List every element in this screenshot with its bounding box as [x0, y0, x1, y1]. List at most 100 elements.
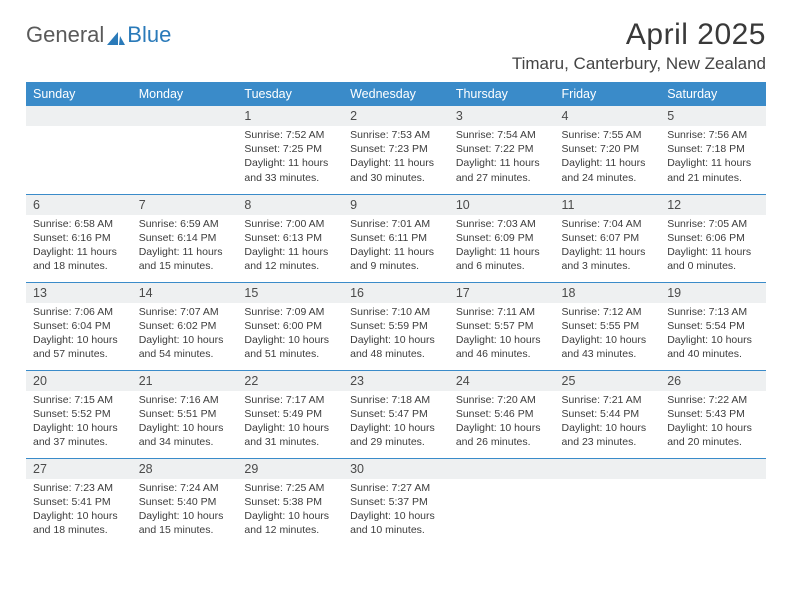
day-details: Sunrise: 6:59 AMSunset: 6:14 PMDaylight:… — [132, 215, 238, 278]
day-details: Sunrise: 7:13 AMSunset: 5:54 PMDaylight:… — [660, 303, 766, 366]
day-number: 21 — [132, 371, 238, 391]
day-details: Sunrise: 7:20 AMSunset: 5:46 PMDaylight:… — [449, 391, 555, 454]
title-block: April 2025 Timaru, Canterbury, New Zeala… — [512, 18, 766, 74]
day-details: Sunrise: 7:07 AMSunset: 6:02 PMDaylight:… — [132, 303, 238, 366]
calendar-cell: 27Sunrise: 7:23 AMSunset: 5:41 PMDayligh… — [26, 458, 132, 546]
day-details: Sunrise: 7:16 AMSunset: 5:51 PMDaylight:… — [132, 391, 238, 454]
calendar-cell: 3Sunrise: 7:54 AMSunset: 7:22 PMDaylight… — [449, 106, 555, 194]
day-number: 14 — [132, 283, 238, 303]
calendar-cell: 7Sunrise: 6:59 AMSunset: 6:14 PMDaylight… — [132, 194, 238, 282]
day-details: Sunrise: 7:23 AMSunset: 5:41 PMDaylight:… — [26, 479, 132, 542]
calendar-cell — [660, 458, 766, 546]
calendar-cell — [26, 106, 132, 194]
day-details: Sunrise: 7:25 AMSunset: 5:38 PMDaylight:… — [237, 479, 343, 542]
calendar-cell: 20Sunrise: 7:15 AMSunset: 5:52 PMDayligh… — [26, 370, 132, 458]
calendar-cell: 10Sunrise: 7:03 AMSunset: 6:09 PMDayligh… — [449, 194, 555, 282]
calendar-cell: 13Sunrise: 7:06 AMSunset: 6:04 PMDayligh… — [26, 282, 132, 370]
day-details: Sunrise: 7:10 AMSunset: 5:59 PMDaylight:… — [343, 303, 449, 366]
day-details: Sunrise: 7:04 AMSunset: 6:07 PMDaylight:… — [555, 215, 661, 278]
calendar-cell: 24Sunrise: 7:20 AMSunset: 5:46 PMDayligh… — [449, 370, 555, 458]
calendar-cell: 28Sunrise: 7:24 AMSunset: 5:40 PMDayligh… — [132, 458, 238, 546]
calendar-cell: 16Sunrise: 7:10 AMSunset: 5:59 PMDayligh… — [343, 282, 449, 370]
logo: General Blue — [26, 18, 171, 48]
calendar-cell: 15Sunrise: 7:09 AMSunset: 6:00 PMDayligh… — [237, 282, 343, 370]
day-details: Sunrise: 7:09 AMSunset: 6:00 PMDaylight:… — [237, 303, 343, 366]
day-details: Sunrise: 7:21 AMSunset: 5:44 PMDaylight:… — [555, 391, 661, 454]
calendar-cell: 18Sunrise: 7:12 AMSunset: 5:55 PMDayligh… — [555, 282, 661, 370]
day-number — [555, 459, 661, 479]
day-details: Sunrise: 7:17 AMSunset: 5:49 PMDaylight:… — [237, 391, 343, 454]
page-title: April 2025 — [512, 18, 766, 52]
day-number: 23 — [343, 371, 449, 391]
weekday-header: Sunday — [26, 82, 132, 106]
day-details: Sunrise: 7:22 AMSunset: 5:43 PMDaylight:… — [660, 391, 766, 454]
weekday-header: Saturday — [660, 82, 766, 106]
day-number: 19 — [660, 283, 766, 303]
day-number — [660, 459, 766, 479]
day-details: Sunrise: 7:55 AMSunset: 7:20 PMDaylight:… — [555, 126, 661, 189]
calendar-cell: 8Sunrise: 7:00 AMSunset: 6:13 PMDaylight… — [237, 194, 343, 282]
weekday-header: Friday — [555, 82, 661, 106]
calendar-cell: 26Sunrise: 7:22 AMSunset: 5:43 PMDayligh… — [660, 370, 766, 458]
weekday-header: Monday — [132, 82, 238, 106]
weekday-header: Tuesday — [237, 82, 343, 106]
day-number: 16 — [343, 283, 449, 303]
day-details: Sunrise: 7:01 AMSunset: 6:11 PMDaylight:… — [343, 215, 449, 278]
day-number: 22 — [237, 371, 343, 391]
day-number: 6 — [26, 195, 132, 215]
day-details: Sunrise: 7:12 AMSunset: 5:55 PMDaylight:… — [555, 303, 661, 366]
header: General Blue April 2025 Timaru, Canterbu… — [26, 18, 766, 74]
day-details: Sunrise: 7:53 AMSunset: 7:23 PMDaylight:… — [343, 126, 449, 189]
day-number: 3 — [449, 106, 555, 126]
day-details: Sunrise: 7:24 AMSunset: 5:40 PMDaylight:… — [132, 479, 238, 542]
day-number: 10 — [449, 195, 555, 215]
day-details: Sunrise: 7:00 AMSunset: 6:13 PMDaylight:… — [237, 215, 343, 278]
day-number: 29 — [237, 459, 343, 479]
calendar-cell: 23Sunrise: 7:18 AMSunset: 5:47 PMDayligh… — [343, 370, 449, 458]
calendar-cell: 11Sunrise: 7:04 AMSunset: 6:07 PMDayligh… — [555, 194, 661, 282]
day-number: 15 — [237, 283, 343, 303]
day-number: 25 — [555, 371, 661, 391]
day-number: 28 — [132, 459, 238, 479]
day-number — [132, 106, 238, 126]
location-subtitle: Timaru, Canterbury, New Zealand — [512, 54, 766, 74]
calendar-cell: 14Sunrise: 7:07 AMSunset: 6:02 PMDayligh… — [132, 282, 238, 370]
day-number: 2 — [343, 106, 449, 126]
day-number: 7 — [132, 195, 238, 215]
day-number: 17 — [449, 283, 555, 303]
calendar-cell: 21Sunrise: 7:16 AMSunset: 5:51 PMDayligh… — [132, 370, 238, 458]
calendar-cell: 19Sunrise: 7:13 AMSunset: 5:54 PMDayligh… — [660, 282, 766, 370]
calendar-cell: 5Sunrise: 7:56 AMSunset: 7:18 PMDaylight… — [660, 106, 766, 194]
day-details: Sunrise: 7:05 AMSunset: 6:06 PMDaylight:… — [660, 215, 766, 278]
day-details: Sunrise: 7:52 AMSunset: 7:25 PMDaylight:… — [237, 126, 343, 189]
calendar-cell: 29Sunrise: 7:25 AMSunset: 5:38 PMDayligh… — [237, 458, 343, 546]
calendar-cell: 25Sunrise: 7:21 AMSunset: 5:44 PMDayligh… — [555, 370, 661, 458]
calendar-cell: 17Sunrise: 7:11 AMSunset: 5:57 PMDayligh… — [449, 282, 555, 370]
day-details: Sunrise: 7:03 AMSunset: 6:09 PMDaylight:… — [449, 215, 555, 278]
day-number: 18 — [555, 283, 661, 303]
calendar-cell: 22Sunrise: 7:17 AMSunset: 5:49 PMDayligh… — [237, 370, 343, 458]
calendar-cell: 4Sunrise: 7:55 AMSunset: 7:20 PMDaylight… — [555, 106, 661, 194]
weekday-header-row: Sunday Monday Tuesday Wednesday Thursday… — [26, 82, 766, 106]
day-number: 13 — [26, 283, 132, 303]
day-number: 24 — [449, 371, 555, 391]
day-details: Sunrise: 7:27 AMSunset: 5:37 PMDaylight:… — [343, 479, 449, 542]
sail-icon — [107, 25, 125, 41]
day-number: 26 — [660, 371, 766, 391]
day-details: Sunrise: 7:15 AMSunset: 5:52 PMDaylight:… — [26, 391, 132, 454]
day-details: Sunrise: 7:06 AMSunset: 6:04 PMDaylight:… — [26, 303, 132, 366]
day-number: 27 — [26, 459, 132, 479]
calendar-row: 20Sunrise: 7:15 AMSunset: 5:52 PMDayligh… — [26, 370, 766, 458]
calendar-cell — [555, 458, 661, 546]
day-details: Sunrise: 6:58 AMSunset: 6:16 PMDaylight:… — [26, 215, 132, 278]
calendar-cell: 2Sunrise: 7:53 AMSunset: 7:23 PMDaylight… — [343, 106, 449, 194]
day-number: 1 — [237, 106, 343, 126]
calendar-cell — [449, 458, 555, 546]
day-number: 20 — [26, 371, 132, 391]
day-number: 12 — [660, 195, 766, 215]
weekday-header: Wednesday — [343, 82, 449, 106]
calendar-table: Sunday Monday Tuesday Wednesday Thursday… — [26, 82, 766, 546]
day-number: 5 — [660, 106, 766, 126]
calendar-row: 27Sunrise: 7:23 AMSunset: 5:41 PMDayligh… — [26, 458, 766, 546]
day-details: Sunrise: 7:56 AMSunset: 7:18 PMDaylight:… — [660, 126, 766, 189]
